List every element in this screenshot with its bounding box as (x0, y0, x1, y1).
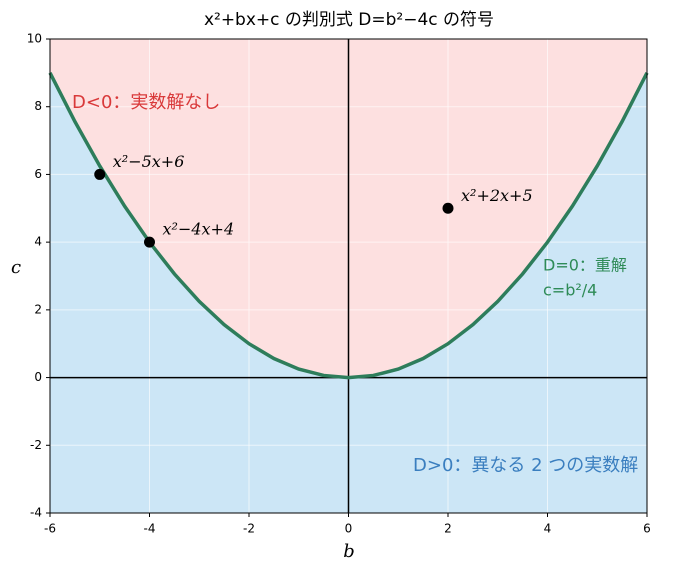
x-tick-label: -6 (44, 522, 56, 536)
y-axis-label: c (11, 257, 21, 278)
plot-frame (49, 38, 648, 514)
x-axis-label: b (343, 541, 355, 562)
y-tick-label: 2 (34, 302, 42, 316)
y-tick-label: 0 (34, 370, 42, 384)
y-tick-label: -2 (30, 438, 42, 452)
point (94, 168, 106, 180)
y-tick-label: 6 (34, 167, 42, 181)
chart-title: x²+bx+c の判別式 D=b²−4c の符号 (204, 10, 494, 30)
x-tick-label: 6 (643, 522, 651, 536)
point-label: x²−4x+4 (163, 220, 235, 239)
point-label: x²+2x+5 (461, 186, 533, 205)
annotation: D>0：異なる 2 つの実数解 (413, 455, 638, 476)
annotation: D<0：実数解なし (72, 92, 220, 113)
x-tick-label: 4 (544, 522, 552, 536)
y-tick-label: 10 (27, 32, 42, 46)
y-tick-label: 8 (34, 99, 42, 113)
annotation: D=0：重解 (543, 256, 627, 275)
point-label: x²−5x+6 (113, 152, 185, 171)
x-tick-label: -4 (144, 522, 156, 536)
x-tick-label: -2 (243, 522, 255, 536)
point (144, 236, 155, 248)
point (442, 202, 454, 214)
x-tick-label: 2 (444, 522, 452, 536)
y-tick-label: 4 (34, 235, 42, 249)
x-tick-label: 0 (345, 522, 353, 536)
y-tick-label: -4 (30, 506, 42, 520)
annotation: c=b²/4 (543, 281, 597, 300)
